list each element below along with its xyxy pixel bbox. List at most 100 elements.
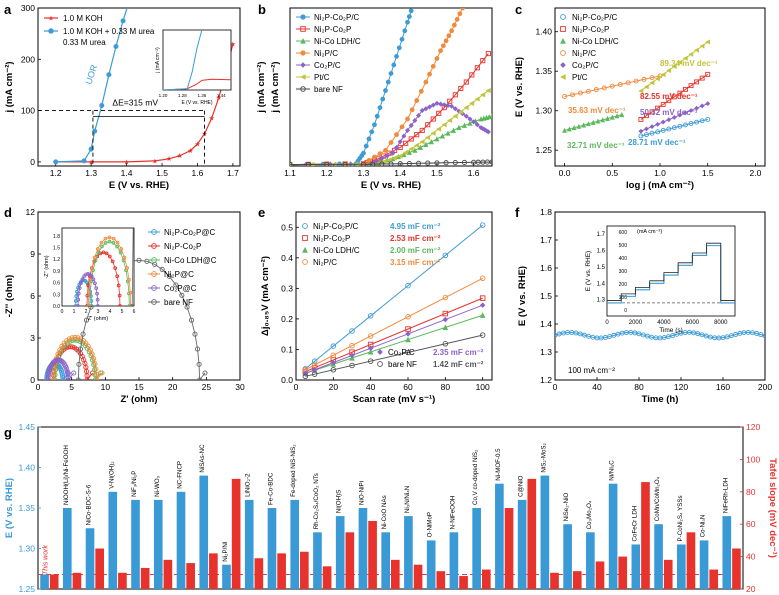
bar-e [40,574,49,589]
series-point [402,149,409,156]
inset-right-label: (mA cm⁻²) [637,229,662,235]
legend-value: 4.95 mF cm⁻² [390,222,441,231]
series-point [403,140,409,146]
series-point [349,352,355,359]
x-tick-label: 100 [476,382,490,392]
series-point [489,113,492,119]
series-point [469,72,475,78]
series-point [370,161,376,166]
bar-category-label: Ni/Ni₃C [609,460,616,481]
series-point [460,8,466,11]
bar-category-label: Fe-doped NiS-NiS₂ [290,444,297,497]
series-point [330,359,337,366]
legend-marker [560,14,566,20]
series-point [479,275,486,282]
series-point [392,147,398,153]
legend-label: Ni₂P/C [313,258,337,267]
series-point [99,102,105,108]
x-tick-label: 2.0 [750,168,762,178]
inset-tick-label: 0.9 [53,269,60,275]
series-point [391,62,397,68]
inset-right-tick-label: 0 [624,308,627,314]
panel-c: 0.0 0.5 1.0 1.5 2.0 1.25 1.30 1.35 1.40 log j (mA… [514,7,766,191]
series-line-0 [55,43,234,163]
fit-line-2 [564,114,622,131]
series-point [434,160,440,166]
x-axis-label: Z' (ohm) [120,394,157,405]
inset-series-line [163,30,203,90]
plot-frame [37,7,241,167]
inset-series-point [116,283,121,288]
x-tick-label: 0 [294,382,299,392]
legend-marker [300,50,306,56]
series-point [439,133,446,139]
annotation-text: 50.32 mV dec⁻¹ [640,108,698,117]
series-point [469,100,475,106]
series-point [385,79,391,85]
bar-e [517,499,527,589]
inset-series-point [86,271,90,276]
series-point [66,336,73,342]
series-point [45,377,51,380]
x-tick-label: 1.2 [50,168,62,178]
x-tick-label: 20 [329,382,339,392]
inset-series-point [111,241,116,245]
series-point [414,132,420,138]
inset-y-label: E (V vs. RHE) [585,251,592,291]
inset-tick-label: 0 [61,309,64,315]
series-point [461,159,468,165]
series-point: ★ [177,152,183,160]
series-point: ★ [209,115,215,123]
series-point [683,86,688,92]
x-tick-label: 5 [69,382,74,392]
legend-marker [302,259,308,265]
inset-right-tick-label: 400 [619,256,628,262]
bar-category-label: Ni₃N/Ni₄N [404,486,411,513]
inset-right-tick-label: 200 [619,282,628,288]
bar-tafel [163,559,173,589]
bar-e [404,516,413,589]
series-point [724,334,730,340]
series-point [361,150,366,156]
legend-value: 3.15 mF cm⁻² [390,258,441,267]
bar-e [62,508,72,589]
bar-tafel [572,571,582,589]
series-point [386,157,392,163]
inset-plot [163,30,231,90]
y-tick-label: 1.4 [540,319,552,329]
legend-marker [300,26,306,32]
legend-label: Ni-Co LDH/C [313,246,360,255]
bar-e [631,544,641,589]
x-tick-label: 1.0 [654,168,666,178]
series-point [402,28,408,34]
series-point [441,122,447,128]
series-point [452,92,458,98]
x-tick-label: 200 [758,382,772,392]
inset-series-point [86,304,91,306]
series-point [442,310,449,317]
bar-category-label: Ni-CoO NAs [381,495,388,529]
y-tick-label: 6 [30,291,35,301]
bar-category-label: P-CoNi₂S₄ YSSs [677,495,684,541]
x-axis-label: E (V vs. RHE) [109,180,169,191]
bar-e [199,475,209,589]
y-tick-label: 1.35 [535,66,552,76]
legend-marker [300,62,306,68]
series-point [423,79,429,85]
series-point [415,160,422,166]
inset-tick-label: 1 [73,309,76,315]
series-point [479,302,486,308]
y-axis-label: -Z'' (ohm) [4,275,15,318]
panel-b-plot [290,8,492,166]
series-point [184,304,190,310]
inset-series-point [113,266,117,270]
inset-tick-label: 6 [133,309,136,315]
series-point [76,361,82,367]
y-tick-label: 1.7 [540,235,552,245]
bar-e [472,508,481,589]
series-point [555,332,558,338]
bar-e [358,508,368,589]
series-point [51,371,57,377]
panel-letter-d: d [4,205,12,220]
series-point [65,374,71,380]
